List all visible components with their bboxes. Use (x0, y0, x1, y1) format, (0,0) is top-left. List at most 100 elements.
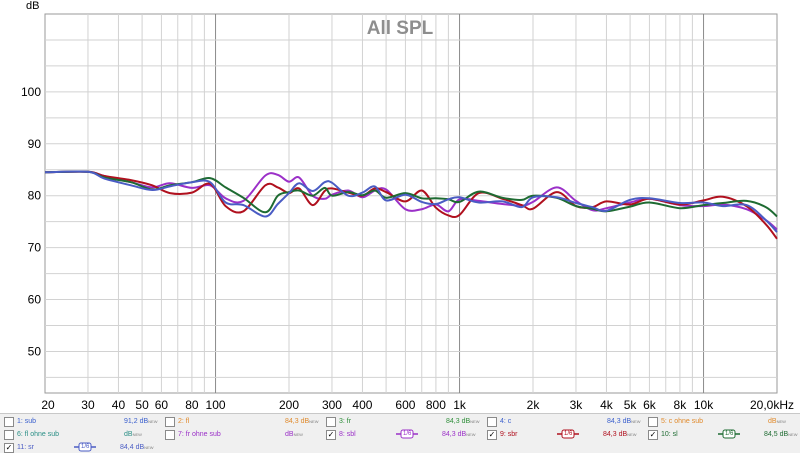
legend-level-value: dBNEW (285, 431, 303, 438)
x-tick-label: 600 (395, 398, 415, 412)
legend-trace-name: 10: sl (661, 431, 678, 438)
legend-checkbox[interactable]: ✓ (326, 430, 336, 440)
y-axis-label: dB (26, 0, 39, 12)
smoothing-label: 1/6 (81, 444, 90, 450)
legend-level-sup: NEW (631, 419, 641, 424)
legend-trace-name: 2: fl (178, 418, 190, 425)
legend-checkbox[interactable] (4, 430, 14, 440)
y-tick-label: 50 (28, 344, 42, 358)
legend-checkbox[interactable] (4, 417, 14, 427)
legend-item[interactable]: 2: fl 84,3 dBNEW (165, 416, 323, 428)
legend-trace-name: 6: fl ohne sub (17, 431, 60, 438)
x-tick-label: 60 (155, 398, 169, 412)
legend-level-value: dBNEW (124, 431, 142, 438)
legend-trace-name: 11: sr (17, 444, 34, 451)
x-tick-labels: 20 30 40 50 60 80 100 200 300 400 600 800 1k 2k 3k 4k 5k… (41, 398, 794, 412)
legend-checkbox[interactable] (326, 417, 336, 427)
legend-level-value: 84,3 dBNEW (285, 418, 319, 425)
x-tick-label: 10k (694, 398, 714, 412)
legend-checkbox[interactable]: ✓ (487, 430, 497, 440)
spl-chart: All SPL dB 50 60 70 80 90 100 20 30 40 50 60 80 100… (21, 0, 794, 412)
x-tick-label: 8k (674, 398, 688, 412)
legend-item[interactable]: ✓ 10: sl 1/6 84,5 dBNEW (648, 429, 800, 441)
smoothing-indicator: 1/6 (718, 429, 740, 439)
x-tick-label: 4k (600, 398, 614, 412)
legend-level-value: 84,3 dBNEW (607, 418, 641, 425)
legend-panel: 1: sub 91,2 dBNEW 2: fl 84,3 dBNEW 3: fr 84,3… (0, 413, 800, 453)
legend-item[interactable]: 1: sub 91,2 dBNEW (4, 416, 162, 428)
legend-level-sup: NEW (788, 432, 798, 437)
x-tick-label: 6k (643, 398, 657, 412)
legend-item[interactable]: ✓ 11: sr 1/6 84,4 dBNEW (4, 442, 162, 454)
x-tick-label: 3k (570, 398, 584, 412)
legend-level-value: 84,3 dBNEW (442, 431, 476, 438)
legend-checkbox[interactable] (165, 430, 175, 440)
legend-level-sup: NEW (144, 445, 154, 450)
x-tick-label: 800 (426, 398, 446, 412)
legend-level-sup: NEW (466, 432, 476, 437)
legend-level-sup: NEW (309, 419, 319, 424)
x-tick-label: 50 (135, 398, 149, 412)
legend-trace-name: 1: sub (17, 418, 37, 425)
y-tick-labels: 50 60 70 80 90 100 (21, 85, 41, 359)
legend-item[interactable]: 5: c ohne sub dBNEW (648, 416, 800, 428)
legend-trace-name: 4: c (500, 418, 512, 425)
x-tick-label: 40 (112, 398, 126, 412)
smoothing-indicator: 1/6 (396, 429, 418, 439)
legend-item[interactable]: 7: fr ohne sub dBNEW (165, 429, 323, 441)
x-tick-label: 200 (279, 398, 299, 412)
series-line-8-sbl (44, 170, 778, 231)
legend-level-sup: NEW (627, 432, 637, 437)
smoothing-label: 1/6 (725, 431, 734, 437)
smoothing-indicator: 1/6 (557, 429, 579, 439)
y-tick-label: 80 (28, 189, 42, 203)
series-line-10-sl (44, 170, 778, 218)
y-tick-label: 100 (21, 85, 41, 99)
legend-trace-name: 5: c ohne sub (661, 418, 704, 425)
legend-item[interactable]: 6: fl ohne sub dBNEW (4, 429, 162, 441)
legend-checkbox[interactable]: ✓ (648, 430, 658, 440)
legend-level-value: 84,3 dBNEW (446, 418, 480, 425)
x-tick-label: 2k (527, 398, 541, 412)
series-lines (44, 170, 778, 240)
y-tick-label: 60 (28, 293, 42, 307)
legend-level-sup: NEW (132, 432, 142, 437)
legend-checkbox[interactable] (648, 417, 658, 427)
legend-item[interactable]: 3: fr 84,3 dBNEW (326, 416, 484, 428)
grid-lines (45, 14, 777, 393)
x-tick-label: 100 (206, 398, 226, 412)
legend-item[interactable]: ✓ 9: sbr 1/6 84,3 dBNEW (487, 429, 645, 441)
legend-item[interactable]: 4: c 84,3 dBNEW (487, 416, 645, 428)
x-tick-label: 80 (185, 398, 199, 412)
chart-title: All SPL (367, 18, 434, 39)
legend-level-value: 91,2 dBNEW (124, 418, 158, 425)
legend-level-sup: NEW (148, 419, 158, 424)
y-tick-label: 90 (28, 137, 42, 151)
legend-level-value: dBNEW (768, 418, 786, 425)
smoothing-indicator: 1/6 (74, 442, 96, 452)
legend-trace-name: 8: sbl (339, 431, 356, 438)
smoothing-label: 1/6 (403, 431, 412, 437)
legend-trace-name: 3: fr (339, 418, 352, 425)
legend-checkbox[interactable] (487, 417, 497, 427)
legend-trace-name: 9: sbr (500, 431, 518, 438)
legend-checkbox[interactable]: ✓ (4, 443, 14, 453)
legend-level-value: 84,3 dBNEW (603, 431, 637, 438)
x-tick-label: 400 (352, 398, 372, 412)
x-tick-label: 5k (624, 398, 638, 412)
legend-checkbox[interactable] (165, 417, 175, 427)
x-tick-label: 20,0kHz (750, 398, 794, 412)
x-tick-label: 300 (322, 398, 342, 412)
legend-level-value: 84,4 dBNEW (120, 444, 154, 451)
series-line-11-sr (44, 170, 778, 233)
x-tick-label: 30 (81, 398, 95, 412)
legend-level-sup: NEW (776, 419, 786, 424)
legend-item[interactable]: ✓ 8: sbl 1/6 84,3 dBNEW (326, 429, 484, 441)
x-tick-label: 1k (453, 398, 467, 412)
x-tick-label: 20 (41, 398, 55, 412)
plot-area[interactable] (44, 13, 778, 394)
y-tick-label: 70 (28, 241, 42, 255)
legend-level-sup: NEW (293, 432, 303, 437)
legend-level-sup: NEW (470, 419, 480, 424)
smoothing-label: 1/6 (564, 431, 573, 437)
